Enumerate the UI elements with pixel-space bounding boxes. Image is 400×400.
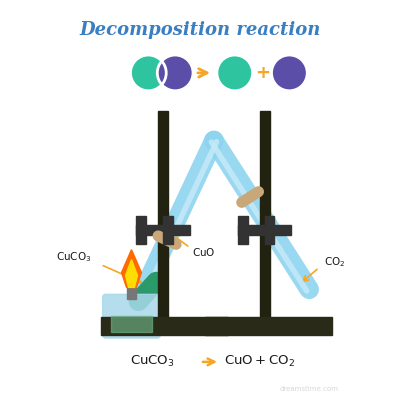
FancyBboxPatch shape: [103, 294, 160, 338]
FancyBboxPatch shape: [205, 317, 332, 335]
Circle shape: [272, 55, 307, 91]
Text: Decomposition reaction: Decomposition reaction: [79, 21, 321, 39]
FancyBboxPatch shape: [264, 216, 274, 244]
Circle shape: [130, 55, 166, 91]
Text: dreamstime.com: dreamstime.com: [280, 386, 339, 392]
FancyBboxPatch shape: [238, 216, 248, 244]
FancyBboxPatch shape: [158, 111, 168, 319]
Circle shape: [217, 55, 253, 91]
FancyBboxPatch shape: [136, 225, 190, 235]
Polygon shape: [122, 250, 142, 287]
FancyBboxPatch shape: [260, 111, 270, 319]
FancyBboxPatch shape: [238, 225, 291, 235]
Text: +: +: [255, 64, 270, 82]
FancyBboxPatch shape: [136, 216, 146, 244]
Polygon shape: [126, 260, 138, 287]
FancyBboxPatch shape: [163, 216, 173, 244]
Text: $\mathregular{CuCO_3}$: $\mathregular{CuCO_3}$: [56, 251, 92, 264]
FancyBboxPatch shape: [126, 287, 136, 299]
FancyBboxPatch shape: [111, 316, 152, 332]
Text: $\mathregular{CuCO_3}$: $\mathregular{CuCO_3}$: [130, 354, 175, 370]
Text: $\mathregular{CuO + CO_2}$: $\mathregular{CuO + CO_2}$: [224, 354, 295, 370]
FancyBboxPatch shape: [101, 317, 228, 335]
Circle shape: [157, 55, 193, 91]
Text: $\mathregular{CO_2}$: $\mathregular{CO_2}$: [324, 256, 346, 270]
Text: $\mathregular{CuO}$: $\mathregular{CuO}$: [192, 246, 216, 258]
